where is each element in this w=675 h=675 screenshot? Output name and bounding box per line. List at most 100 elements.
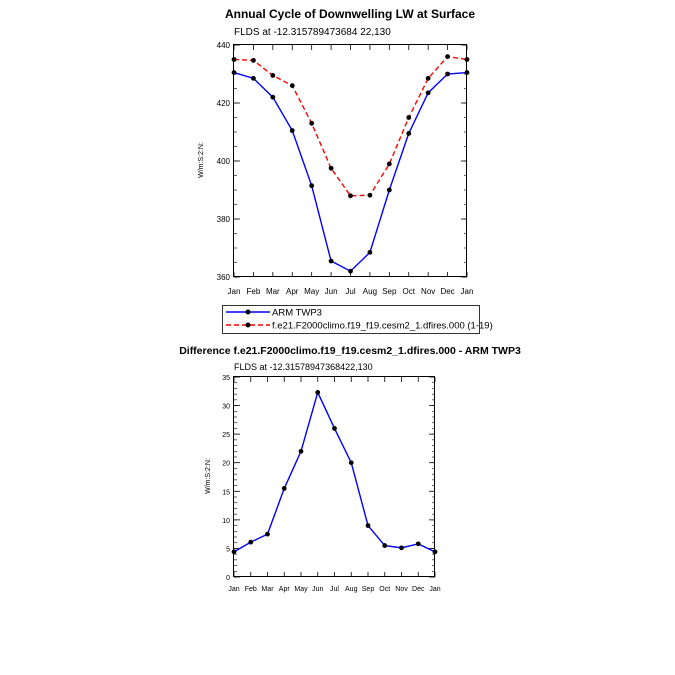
chart2-title: Difference f.e21.F2000climo.f19_f19.cesm… bbox=[179, 345, 521, 357]
series-1-point bbox=[386, 161, 392, 167]
series-0-point bbox=[365, 523, 371, 528]
chart2-ylabel: W/m:S:2:N: bbox=[205, 458, 212, 494]
x-tick-label: May bbox=[294, 586, 308, 593]
x-tick-label: Jun bbox=[325, 287, 338, 296]
series-0-point bbox=[328, 258, 334, 264]
series-0-point bbox=[298, 448, 304, 454]
x-tick-label: Aug bbox=[345, 586, 358, 593]
y-tick-label: 5 bbox=[226, 546, 230, 553]
series-0-point bbox=[270, 94, 276, 100]
x-tick-label: Nov bbox=[395, 586, 408, 593]
difference-chart: Difference f.e21.F2000climo.f19_f19.cesm… bbox=[179, 345, 521, 593]
x-tick-label: Jan bbox=[228, 287, 241, 296]
x-tick-label: Aug bbox=[363, 287, 377, 296]
series-0-point bbox=[464, 70, 470, 75]
chart1-series bbox=[231, 54, 470, 274]
x-tick-label: Nov bbox=[421, 287, 435, 296]
series-0-point bbox=[425, 90, 431, 96]
series-0-point bbox=[445, 71, 450, 77]
annual-cycle-chart: Annual Cycle of Downwelling LW at Surfac… bbox=[198, 7, 493, 334]
series-0-point bbox=[265, 531, 270, 537]
series-1-point bbox=[231, 57, 237, 62]
series-1-point bbox=[251, 57, 256, 63]
series-1-point bbox=[406, 115, 412, 120]
y-tick-label: 35 bbox=[222, 375, 230, 382]
x-tick-label: May bbox=[304, 287, 319, 296]
series-1-point bbox=[425, 75, 431, 81]
chart1-plot-frame bbox=[233, 44, 467, 277]
series-0-point bbox=[348, 460, 354, 466]
chart2-subtitle: FLDS at -12.31578947368422,130 bbox=[234, 362, 373, 372]
series-0-point bbox=[309, 183, 315, 189]
x-tick-label: Feb bbox=[245, 586, 257, 593]
series-1-point bbox=[367, 192, 373, 198]
series-0-point bbox=[231, 70, 237, 75]
y-tick-label: 0 bbox=[226, 575, 230, 582]
x-tick-label: Apr bbox=[279, 586, 291, 593]
series-0-point bbox=[406, 131, 412, 136]
series-0-point bbox=[348, 268, 353, 274]
y-tick-label: 440 bbox=[217, 41, 231, 50]
series-line-0 bbox=[233, 390, 436, 553]
legend-label-series-1: f.e21.F2000climo.f19_f19.cesm2_1.dfires.… bbox=[272, 321, 493, 332]
series-1-point bbox=[328, 165, 334, 171]
series-1-point bbox=[348, 193, 353, 199]
legend-marker-series-1 bbox=[245, 322, 251, 328]
y-tick-label: 420 bbox=[217, 99, 231, 108]
y-tick-label: 20 bbox=[222, 461, 230, 468]
chart1-legend: ARM TWP3 f.e21.F2000climo.f19_f19.cesm2_… bbox=[222, 305, 493, 334]
series-1-point bbox=[309, 120, 315, 126]
series-0-point bbox=[248, 539, 254, 545]
x-tick-label: Mar bbox=[261, 586, 274, 593]
x-tick-label: Dec bbox=[412, 586, 425, 593]
series-0-point bbox=[231, 549, 237, 555]
series-0-point bbox=[289, 128, 295, 133]
x-tick-label: Jul bbox=[330, 586, 339, 593]
series-0-point bbox=[415, 541, 421, 547]
chart2-plot-frame bbox=[233, 376, 435, 577]
y-tick-label: 25 bbox=[222, 432, 230, 439]
legend-box bbox=[222, 305, 480, 334]
series-0-point bbox=[315, 390, 321, 395]
legend-marker-series-0 bbox=[245, 309, 251, 315]
x-tick-label: Feb bbox=[247, 287, 261, 296]
chart2-series bbox=[231, 390, 438, 555]
x-tick-label: Jan bbox=[429, 586, 440, 593]
y-tick-label: 380 bbox=[217, 215, 231, 224]
x-tick-label: Jun bbox=[312, 586, 323, 593]
x-tick-label: Jul bbox=[345, 287, 355, 296]
series-0-point bbox=[432, 549, 438, 555]
y-tick-label: 30 bbox=[222, 404, 230, 411]
x-tick-label: Mar bbox=[266, 287, 280, 296]
x-tick-label: Jan bbox=[228, 586, 239, 593]
y-tick-label: 360 bbox=[217, 273, 231, 282]
series-1-point bbox=[289, 83, 295, 88]
chart1-ylabel: W/m:S:2:N: bbox=[198, 142, 205, 178]
x-tick-label: Oct bbox=[403, 287, 416, 296]
x-tick-label: Apr bbox=[286, 287, 299, 296]
y-tick-label: 10 bbox=[222, 518, 230, 525]
series-0-point bbox=[281, 486, 287, 491]
series-1-point bbox=[270, 73, 276, 78]
x-tick-label: Jan bbox=[461, 287, 474, 296]
series-0-point bbox=[332, 426, 337, 431]
x-tick-label: Oct bbox=[379, 586, 390, 593]
series-0-point bbox=[251, 75, 256, 81]
series-0-point bbox=[386, 187, 392, 193]
x-tick-label: Sep bbox=[362, 586, 375, 593]
series-1-point bbox=[464, 57, 470, 62]
chart1-axes: Jan Feb Mar Apr May Jun Jul Aug Sep Oct Nov Dec Jan 3… bbox=[217, 41, 474, 296]
series-line-1 bbox=[233, 55, 468, 197]
chart2-axes: Jan Feb Mar Apr May Jun Jul Aug Sep Oct Nov Dec Jan 0… bbox=[222, 375, 441, 593]
x-tick-label: Dec bbox=[440, 287, 454, 296]
x-tick-label: Sep bbox=[382, 287, 397, 296]
series-1-point bbox=[445, 54, 450, 59]
chart1-title: Annual Cycle of Downwelling LW at Surfac… bbox=[225, 7, 475, 21]
series-0-point bbox=[367, 249, 373, 255]
series-0-point bbox=[399, 545, 404, 551]
legend-label-series-0: ARM TWP3 bbox=[272, 308, 322, 319]
y-tick-label: 400 bbox=[217, 157, 231, 166]
series-0-point bbox=[382, 543, 388, 548]
chart1-subtitle: FLDS at -12.315789473684 22,130 bbox=[234, 27, 391, 38]
